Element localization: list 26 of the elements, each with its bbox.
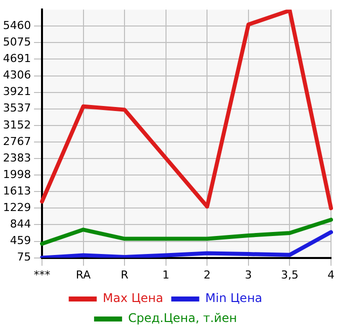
y-tick-label: 3537 (2, 102, 31, 115)
y-tick-label: 2383 (2, 151, 31, 164)
y-tick-label: 4306 (2, 68, 31, 82)
x-tick-label: 2 (204, 268, 211, 282)
y-tick-label: 4691 (2, 52, 31, 66)
y-tick-label: 5075 (2, 36, 31, 49)
x-tick-label: R (120, 268, 129, 282)
x-tick-label: *** (34, 268, 51, 282)
legend-label: Min Цена (205, 291, 262, 306)
y-tick-label: 844 (10, 218, 31, 231)
x-tick-label: 4 (328, 268, 334, 282)
y-tick-label: 1998 (2, 168, 31, 181)
x-tick-label: 1 (162, 268, 170, 282)
legend-label: Max Цена (102, 291, 164, 306)
y-tick-label: 5460 (2, 19, 31, 32)
y-tick-label: 3921 (2, 85, 31, 98)
legend-label: Сред.Цена, т.йен (128, 311, 237, 326)
x-tick-label: 3,5 (280, 268, 298, 282)
y-tick-label: 1229 (2, 201, 31, 214)
y-tick-label: 75 (16, 250, 31, 264)
y-tick-label: 459 (10, 234, 31, 248)
y-tick-label: 3152 (2, 118, 31, 132)
x-tick-label: 3 (244, 268, 252, 282)
x-tick-label: RA (76, 268, 92, 282)
y-tick-label: 1613 (2, 184, 31, 198)
y-tick-label: 2767 (2, 134, 31, 148)
